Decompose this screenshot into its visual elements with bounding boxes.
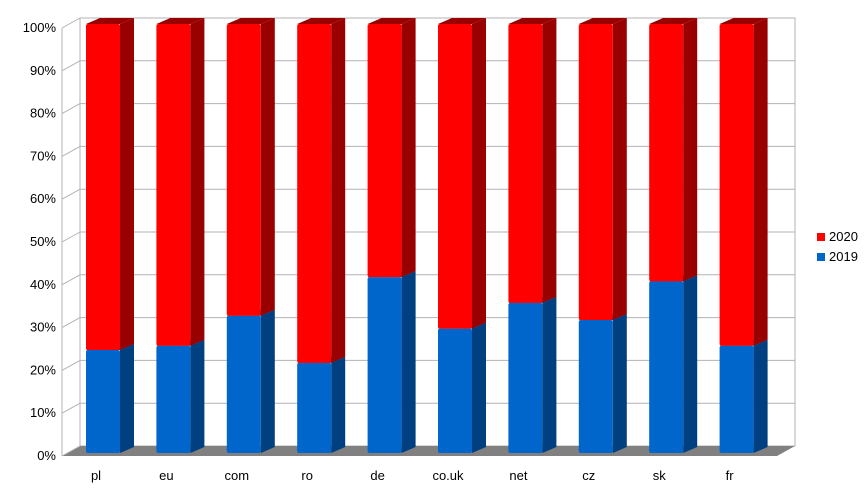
y-tick-label: 70% xyxy=(30,148,56,163)
bar-2019 xyxy=(438,328,472,453)
y-tick-label: 100% xyxy=(23,20,57,35)
bar-side-2020 xyxy=(472,18,486,329)
bar-side-2019 xyxy=(190,339,205,453)
bar-2020 xyxy=(438,24,472,329)
bar-side-2020 xyxy=(190,18,205,346)
x-tick-label: net xyxy=(509,468,527,483)
gridline-side xyxy=(61,231,81,243)
x-tick-label: co.uk xyxy=(432,468,464,483)
bar-group-com xyxy=(226,18,275,453)
x-tick-label: com xyxy=(225,468,250,483)
bar-side-2019 xyxy=(472,322,486,453)
bar-side-2019 xyxy=(753,339,768,453)
x-tick-label: cz xyxy=(582,468,595,483)
x-tick-label: fr xyxy=(726,468,735,483)
bar-top-2020 xyxy=(156,18,205,24)
bar-top-2020 xyxy=(508,18,557,24)
bar-top-2020 xyxy=(649,18,698,24)
bar-2019 xyxy=(367,277,402,453)
x-tick-label: ro xyxy=(301,468,313,483)
bar-2019 xyxy=(156,345,191,453)
legend-swatch-2020 xyxy=(817,233,825,241)
bar-group-pl xyxy=(86,18,134,453)
legend-label-2020: 2020 xyxy=(829,229,858,244)
bar-2020 xyxy=(297,24,332,363)
y-tick-label: 90% xyxy=(30,63,56,78)
bar-side-2020 xyxy=(753,18,768,346)
bar-group-ro xyxy=(297,18,346,453)
gridline-side xyxy=(61,60,81,72)
bar-2019 xyxy=(649,281,684,453)
bar-2019 xyxy=(719,345,754,453)
bar-side-2019 xyxy=(260,309,275,453)
y-tick-label: 60% xyxy=(30,191,56,206)
legend-swatch-2019 xyxy=(817,253,825,261)
bar-2020 xyxy=(86,24,120,351)
x-tick-label: eu xyxy=(159,468,173,483)
bar-side-2019 xyxy=(612,314,627,453)
bar-side-2019 xyxy=(683,275,698,453)
legend-label-2019: 2019 xyxy=(829,249,858,264)
bar-2020 xyxy=(508,24,543,303)
bar-side-2020 xyxy=(401,18,416,278)
bar-group-co-uk xyxy=(438,18,486,453)
y-tick-label: 80% xyxy=(30,106,56,121)
gridline-side xyxy=(61,402,81,414)
bar-group-sk xyxy=(649,18,698,453)
bar-2020 xyxy=(367,24,402,278)
bar-group-eu xyxy=(156,18,205,453)
gridline-side xyxy=(61,17,81,29)
gridline-side xyxy=(61,188,81,200)
y-tick-label: 0% xyxy=(37,448,56,463)
bar-side-2020 xyxy=(260,18,275,316)
y-tick-label: 50% xyxy=(30,234,56,249)
x-tick-label: de xyxy=(370,468,384,483)
bar-side-2020 xyxy=(120,18,134,351)
bar-top-2020 xyxy=(719,18,768,24)
bar-2019 xyxy=(86,350,120,453)
bar-side-2019 xyxy=(120,344,134,453)
gridline-side xyxy=(61,103,81,115)
gridline-side xyxy=(61,274,81,286)
y-tick-label: 40% xyxy=(30,277,56,292)
bar-side-2020 xyxy=(331,18,346,363)
bar-top-2020 xyxy=(367,18,416,24)
bar-side-2019 xyxy=(331,356,346,453)
bar-2019 xyxy=(226,315,261,453)
bar-side-2020 xyxy=(542,18,557,303)
bar-side-2020 xyxy=(612,18,627,321)
bar-2020 xyxy=(578,24,613,321)
bar-2020 xyxy=(226,24,261,316)
gridline-side xyxy=(61,145,81,157)
bar-top-2020 xyxy=(226,18,275,24)
bar-side-2019 xyxy=(542,296,557,453)
bar-group-de xyxy=(367,18,416,453)
y-tick-label: 10% xyxy=(30,405,56,420)
bar-2019 xyxy=(297,362,332,453)
bar-2019 xyxy=(578,320,613,453)
gridline-side xyxy=(61,445,81,457)
bar-top-2020 xyxy=(578,18,627,24)
bar-top-2020 xyxy=(86,18,134,24)
bar-group-net xyxy=(508,18,557,453)
bar-group-cz xyxy=(578,18,627,453)
bar-top-2020 xyxy=(297,18,346,24)
y-tick-label: 30% xyxy=(30,320,56,335)
gridline-side xyxy=(61,317,81,329)
bar-group-fr xyxy=(719,18,768,453)
x-tick-label: pl xyxy=(91,468,101,483)
bar-2020 xyxy=(649,24,684,282)
x-tick-label: sk xyxy=(653,468,667,483)
gridline-side xyxy=(61,359,81,371)
bar-side-2019 xyxy=(401,271,416,453)
bar-2020 xyxy=(719,24,754,346)
y-tick-label: 20% xyxy=(30,362,56,377)
bar-2020 xyxy=(156,24,191,346)
bar-side-2020 xyxy=(683,18,698,282)
bar-top-2020 xyxy=(438,18,486,24)
bar-2019 xyxy=(508,302,543,453)
